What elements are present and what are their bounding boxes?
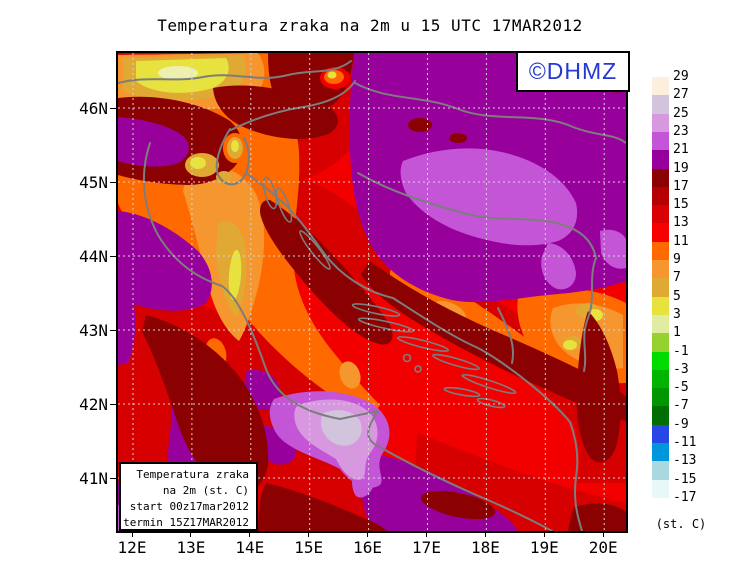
legend-tick-label: 23 bbox=[673, 123, 689, 139]
legend-tick-label: 11 bbox=[673, 233, 689, 249]
x-tick-label: 15E bbox=[294, 538, 324, 557]
x-tick-mark bbox=[484, 531, 486, 537]
y-tick-label: 42N bbox=[79, 395, 108, 414]
legend-tick-label: -15 bbox=[673, 471, 697, 487]
legend-swatch bbox=[652, 479, 669, 499]
x-tick-mark bbox=[543, 531, 545, 537]
dhmz-logo-box: ©DHMZ bbox=[516, 51, 630, 92]
legend-swatch bbox=[652, 461, 669, 480]
legend-tick-label: -9 bbox=[673, 416, 689, 432]
legend-tick-label: -17 bbox=[673, 489, 697, 505]
x-tick-label: 19E bbox=[529, 538, 559, 557]
legend-tick-label: -1 bbox=[673, 343, 689, 359]
island-outlines bbox=[262, 176, 517, 409]
y-tick-mark bbox=[110, 255, 116, 257]
y-tick-mark bbox=[110, 403, 116, 405]
info-line: Temperatura zraka bbox=[136, 468, 249, 481]
info-line: termin 15Z17MAR2012 bbox=[123, 516, 249, 529]
y-tick-mark bbox=[110, 181, 116, 183]
x-tick-mark bbox=[426, 531, 427, 537]
legend-tick-label: 7 bbox=[673, 270, 681, 286]
x-tick-label: 14E bbox=[235, 538, 265, 557]
x-tick-label: 20E bbox=[588, 538, 618, 557]
legend-swatch bbox=[652, 113, 669, 133]
x-tick-mark bbox=[131, 531, 133, 537]
legend-swatch bbox=[652, 205, 669, 224]
x-tick-label: 12E bbox=[117, 538, 147, 557]
legend-swatch bbox=[652, 388, 669, 407]
x-tick-mark bbox=[190, 531, 192, 537]
legend-tick-label: 17 bbox=[673, 178, 689, 194]
y-tick-label: 41N bbox=[79, 469, 108, 488]
legend-tick-label: -5 bbox=[673, 380, 689, 396]
legend-tick-label: 15 bbox=[673, 197, 689, 213]
legend-tick-label: 19 bbox=[673, 160, 689, 176]
legend-tick-label: 9 bbox=[673, 252, 681, 267]
legend-swatch bbox=[652, 314, 669, 334]
legend-tick-label: 3 bbox=[673, 306, 681, 322]
y-tick-label: 43N bbox=[79, 321, 108, 340]
legend-swatch bbox=[652, 168, 669, 188]
legend-swatch bbox=[652, 333, 669, 352]
fill-25-27 bbox=[320, 410, 362, 446]
legend-swatch bbox=[652, 223, 669, 243]
country-borders bbox=[118, 60, 626, 372]
legend-tick-label: 25 bbox=[673, 105, 689, 121]
y-tick-label: 45N bbox=[79, 173, 108, 192]
legend-swatch bbox=[652, 241, 669, 261]
map-title: Temperatura zraka na 2m u 15 UTC 17MAR20… bbox=[157, 16, 583, 35]
x-tick-label: 13E bbox=[176, 538, 206, 557]
legend-tick-label: -11 bbox=[673, 435, 697, 450]
y-tick-label: 46N bbox=[79, 99, 108, 118]
legend-swatch bbox=[652, 150, 669, 169]
fill-17-19 bbox=[118, 53, 626, 531]
legend-tick-label: -13 bbox=[673, 453, 697, 469]
legend-swatch bbox=[652, 260, 669, 279]
legend-tick-label: -7 bbox=[673, 398, 689, 414]
temperature-map-svg bbox=[118, 53, 626, 531]
legend-swatch bbox=[652, 186, 669, 206]
legend-swatch bbox=[652, 278, 669, 297]
y-tick-mark bbox=[110, 107, 116, 109]
legend-tick-label: 27 bbox=[673, 87, 689, 103]
x-tick-mark bbox=[249, 531, 251, 537]
legend-tick-label: 5 bbox=[673, 288, 681, 304]
map-canvas bbox=[116, 51, 628, 533]
x-tick-label: 16E bbox=[353, 538, 383, 557]
legend-swatch bbox=[652, 369, 669, 389]
legend-swatch bbox=[652, 424, 669, 444]
fill-pale-yellow bbox=[158, 66, 198, 80]
legend-swatch bbox=[652, 351, 669, 371]
legend-tick-label: 1 bbox=[673, 325, 681, 341]
info-line: start 00z17mar2012 bbox=[129, 500, 249, 513]
x-tick-label: 18E bbox=[470, 538, 500, 557]
legend-tick-label: 29 bbox=[673, 69, 689, 84]
legend-tick-label: 21 bbox=[673, 142, 689, 158]
legend-unit-label: (st. C) bbox=[655, 517, 707, 531]
x-tick-mark bbox=[308, 531, 310, 537]
x-tick-mark bbox=[602, 531, 604, 537]
map-info-box: Temperatura zraka na 2m (st. C) start 00… bbox=[119, 462, 258, 531]
legend-swatch bbox=[652, 443, 669, 462]
legend-tick-label: 13 bbox=[673, 215, 689, 231]
y-tick-mark bbox=[110, 329, 116, 331]
legend-swatch bbox=[652, 77, 669, 96]
legend-swatch bbox=[652, 95, 669, 114]
y-tick-label: 44N bbox=[79, 247, 108, 266]
legend-swatch bbox=[652, 406, 669, 426]
info-line: na 2m (st. C) bbox=[162, 484, 249, 497]
x-tick-mark bbox=[367, 531, 369, 537]
y-tick-mark bbox=[110, 477, 116, 479]
legend-tick-label: -3 bbox=[673, 361, 689, 377]
detail-spots bbox=[185, 67, 350, 183]
x-tick-label: 17E bbox=[412, 538, 441, 557]
legend-swatch bbox=[652, 296, 669, 316]
coastline bbox=[142, 128, 583, 531]
dhmz-logo-text: ©DHMZ bbox=[528, 58, 618, 84]
legend-swatch bbox=[652, 131, 669, 151]
